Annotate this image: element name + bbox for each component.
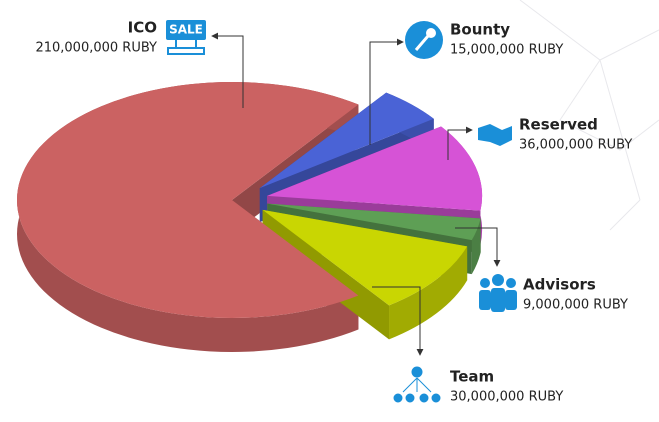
slice	[262, 209, 468, 306]
slice	[267, 203, 481, 241]
category-label: Reserved	[519, 116, 598, 134]
slice-side	[471, 218, 481, 275]
advisors-icon	[479, 274, 517, 312]
slice	[267, 126, 483, 211]
value-label: 36,000,000 RUBY	[519, 138, 632, 153]
slice	[259, 92, 434, 189]
badge-text: SALE	[169, 23, 203, 37]
ico-icon: SALE	[166, 20, 206, 55]
value-label: 15,000,000 RUBY	[450, 43, 563, 58]
background-lines	[519, 0, 659, 231]
value-label: 210,000,000 RUBY	[35, 41, 157, 56]
pie	[17, 82, 483, 352]
leader-lines	[211, 32, 501, 356]
category-label: Team	[450, 368, 494, 386]
slice-side	[389, 246, 468, 340]
reserved-icon	[478, 124, 512, 146]
category-label: ICO	[128, 19, 157, 37]
category-label: Advisors	[523, 276, 596, 294]
bounty-icon	[405, 21, 443, 59]
value-label: 30,000,000 RUBY	[450, 390, 563, 405]
labels: ICO 210,000,000 RUBY Bounty 15,000,000 RUBY…	[35, 19, 632, 405]
slice	[17, 82, 359, 319]
team-icon	[393, 366, 441, 403]
value-label: 9,000,000 RUBY	[523, 298, 628, 313]
category-label: Bounty	[450, 21, 510, 39]
